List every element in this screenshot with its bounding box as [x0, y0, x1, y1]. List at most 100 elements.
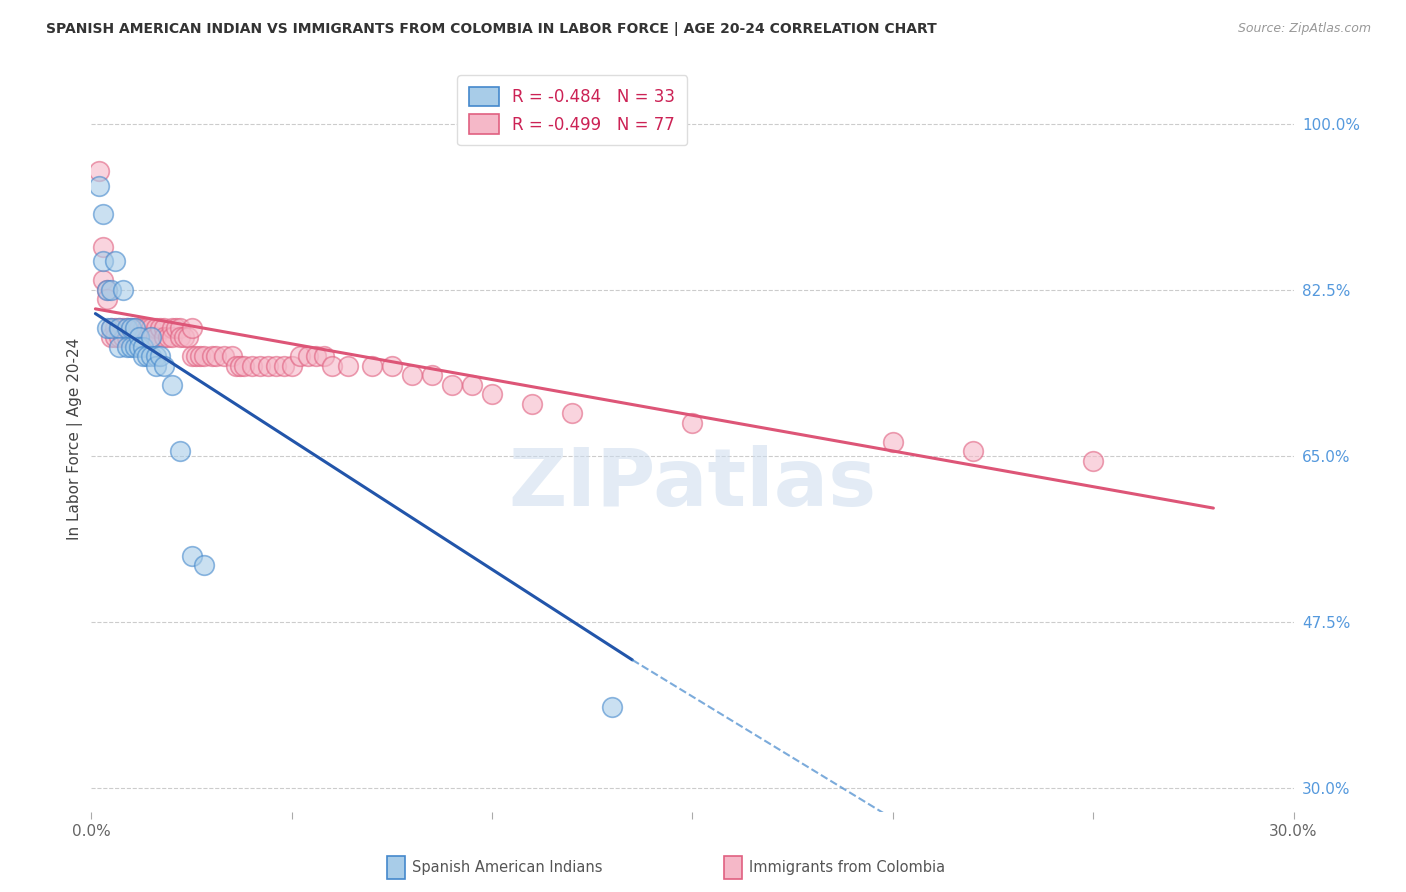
Point [136, 330, 159, 344]
Point [176, 330, 198, 344]
Point [256, 359, 278, 373]
Point [212, 349, 235, 363]
Point [121, 321, 143, 335]
Text: Immigrants from Colombia: Immigrants from Colombia [749, 860, 945, 874]
Point [128, 330, 150, 344]
Point [136, 349, 159, 363]
Point [228, 359, 250, 373]
Point [148, 349, 170, 363]
Point [193, 349, 215, 363]
Point [152, 359, 174, 373]
Point [124, 321, 146, 335]
Point [117, 321, 139, 335]
Point [165, 321, 187, 335]
Point [156, 330, 179, 344]
Point [100, 321, 122, 335]
Point [108, 330, 131, 344]
Point [96, 321, 118, 335]
Point [117, 321, 139, 335]
Point [232, 359, 254, 373]
Point [249, 359, 271, 373]
Point [264, 359, 287, 373]
Y-axis label: In Labor Force | Age 20-24: In Labor Force | Age 20-24 [67, 338, 83, 541]
Text: Source: ZipAtlas.com: Source: ZipAtlas.com [1237, 22, 1371, 36]
Point [112, 330, 135, 344]
Point [180, 321, 202, 335]
Point [132, 340, 155, 354]
Point [128, 321, 150, 335]
Point [121, 330, 143, 344]
Point [169, 330, 191, 344]
Point [180, 349, 202, 363]
Point [401, 368, 423, 383]
Point [145, 321, 167, 335]
Point [112, 283, 135, 297]
Point [141, 330, 163, 344]
Point [96, 293, 118, 307]
Point [602, 700, 624, 714]
Text: Spanish American Indians: Spanish American Indians [412, 860, 602, 874]
Legend: R = -0.484   N = 33, R = -0.499   N = 77: R = -0.484 N = 33, R = -0.499 N = 77 [457, 75, 688, 145]
Point [128, 340, 150, 354]
Point [124, 340, 146, 354]
Point [152, 321, 174, 335]
Point [100, 321, 122, 335]
Point [188, 349, 211, 363]
Point [145, 330, 167, 344]
Point [461, 377, 484, 392]
Text: ZIPatlas: ZIPatlas [509, 445, 876, 523]
Text: SPANISH AMERICAN INDIAN VS IMMIGRANTS FROM COLOMBIA IN LABOR FORCE | AGE 20-24 C: SPANISH AMERICAN INDIAN VS IMMIGRANTS FR… [46, 22, 938, 37]
Point [100, 283, 122, 297]
Point [96, 283, 118, 297]
Point [148, 321, 170, 335]
Point [440, 377, 463, 392]
Point [1083, 453, 1105, 467]
Point [681, 416, 703, 430]
Point [141, 349, 163, 363]
Point [160, 330, 183, 344]
Point [89, 164, 111, 178]
Point [100, 330, 122, 344]
Point [104, 330, 127, 344]
Point [124, 330, 146, 344]
Point [321, 359, 343, 373]
Point [104, 321, 127, 335]
Point [121, 340, 143, 354]
Point [93, 254, 115, 268]
Point [288, 349, 311, 363]
Point [204, 349, 226, 363]
Point [273, 359, 295, 373]
Point [201, 349, 224, 363]
Point [93, 207, 115, 221]
Point [117, 340, 139, 354]
Point [141, 321, 163, 335]
Point [141, 330, 163, 344]
Point [112, 321, 135, 335]
Point [169, 321, 191, 335]
Point [152, 330, 174, 344]
Point [132, 349, 155, 363]
Point [124, 321, 146, 335]
Point [128, 330, 150, 344]
Point [132, 330, 155, 344]
Point [117, 330, 139, 344]
Point [169, 444, 191, 458]
Point [89, 178, 111, 193]
Point [136, 321, 159, 335]
Point [121, 321, 143, 335]
Point [281, 359, 304, 373]
Point [160, 321, 183, 335]
Point [522, 397, 544, 411]
Point [96, 283, 118, 297]
Point [336, 359, 359, 373]
Point [360, 359, 382, 373]
Point [108, 321, 131, 335]
Point [381, 359, 404, 373]
Point [420, 368, 443, 383]
Point [305, 349, 328, 363]
Point [481, 387, 503, 401]
Point [173, 330, 195, 344]
Point [145, 349, 167, 363]
Point [184, 349, 207, 363]
Point [104, 254, 127, 268]
